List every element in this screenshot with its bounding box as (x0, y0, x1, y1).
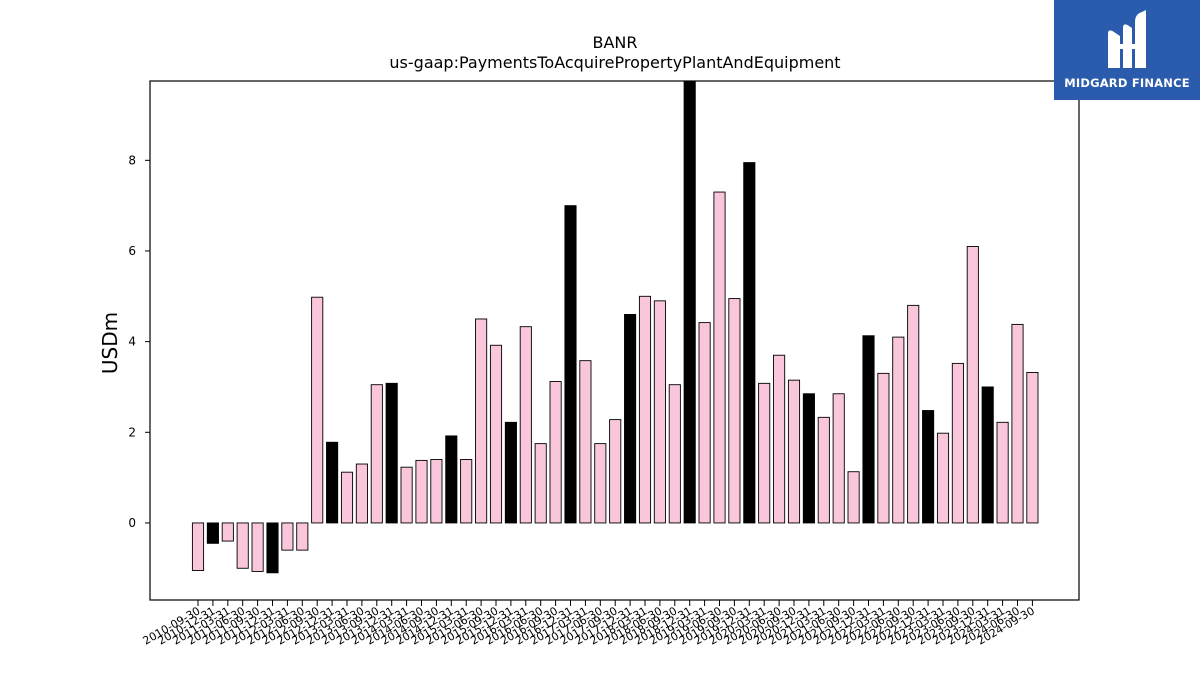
bar-2010-12-31 (206, 522, 219, 544)
plot-frame (149, 80, 1080, 601)
bar-2016-12-31 (564, 205, 577, 524)
bar-2013-03-31 (340, 471, 354, 524)
bar-2015-12-31 (504, 421, 517, 524)
bar-2023-12-31 (981, 386, 994, 524)
bar-2022-12-31 (922, 410, 935, 524)
bar-2020-03-31 (758, 382, 771, 524)
bar-2014-09-30 (430, 459, 443, 524)
bar-2019-03-31 (698, 322, 711, 524)
bar-2023-03-31 (936, 432, 950, 524)
bar-2020-06-30 (773, 354, 786, 524)
bar-2012-06-30 (296, 522, 309, 551)
bar-2022-09-30 (907, 304, 920, 524)
bar-2021-12-31 (862, 335, 875, 524)
bars-group (191, 80, 1039, 574)
bar-2014-06-30 (415, 459, 428, 524)
bar-2023-09-30 (966, 245, 979, 524)
brand-logo: MIDGARD FINANCE (1054, 0, 1200, 100)
bar-2015-03-31 (460, 459, 473, 524)
y-tick-label: 6 (128, 244, 136, 258)
bar-2011-03-31 (221, 522, 234, 542)
y-axis-label: USDm (98, 312, 122, 374)
y-axis-ticks: 0 2 4 6 8 (128, 153, 150, 530)
chart-title: BANR (592, 33, 637, 52)
bar-2013-06-30 (355, 463, 368, 524)
bar-2024-06-30 (1011, 323, 1024, 524)
bar-2018-03-31 (638, 295, 652, 524)
bar-2021-06-30 (832, 393, 845, 524)
bar-2015-06-30 (475, 318, 488, 524)
bar-2021-09-30 (847, 471, 860, 524)
bar-2016-06-30 (534, 443, 547, 524)
bar-2011-06-30 (236, 522, 249, 569)
bar-2012-12-31 (326, 441, 339, 524)
bar-2017-09-30 (609, 419, 622, 524)
brand-name: MIDGARD FINANCE (1064, 76, 1190, 90)
bar-2017-06-30 (594, 443, 607, 524)
bar-2016-03-31 (519, 326, 532, 524)
bar-2010-09-30 (191, 522, 205, 571)
brand-mark-icon (1108, 10, 1146, 68)
bar-2020-12-31 (802, 393, 815, 524)
bar-2019-09-30 (728, 298, 741, 524)
x-axis-ticks: 2010-09-302010-12-312011-03-312011-06-30… (141, 600, 1037, 648)
bar-2014-03-31 (400, 466, 413, 524)
bar-2022-03-31 (877, 372, 890, 524)
bar-2018-09-30 (668, 384, 681, 524)
bar-2011-09-30 (251, 522, 264, 572)
bar-2022-06-30 (892, 336, 905, 524)
bar-2018-12-31 (683, 80, 696, 524)
bar-2018-06-30 (653, 300, 666, 524)
y-tick-label: 0 (128, 516, 136, 530)
bar-2013-09-30 (370, 384, 383, 524)
y-tick-label: 2 (128, 425, 136, 439)
bar-2021-03-31 (817, 416, 830, 524)
bar-2019-12-31 (743, 162, 756, 524)
y-tick-label: 8 (128, 153, 136, 167)
bar-2014-12-31 (445, 435, 458, 524)
bar-2024-09-30 (1026, 372, 1039, 524)
bar-2017-12-31 (624, 313, 637, 524)
bar-2019-06-30 (713, 191, 726, 524)
y-tick-label: 4 (128, 335, 136, 349)
bar-2016-09-30 (549, 381, 562, 524)
bar-2017-03-31 (579, 360, 592, 524)
bar-2015-09-30 (489, 344, 503, 524)
bar-2012-09-30 (311, 296, 324, 524)
chart-subtitle: us-gaap:PaymentsToAcquirePropertyPlantAn… (389, 53, 840, 72)
bar-2011-12-31 (266, 522, 279, 574)
bar-2023-06-30 (951, 362, 964, 524)
bar-2013-12-31 (385, 382, 398, 524)
bar-2012-03-31 (281, 522, 294, 551)
bar-2020-09-30 (787, 379, 801, 524)
bar-2024-03-31 (996, 421, 1009, 524)
